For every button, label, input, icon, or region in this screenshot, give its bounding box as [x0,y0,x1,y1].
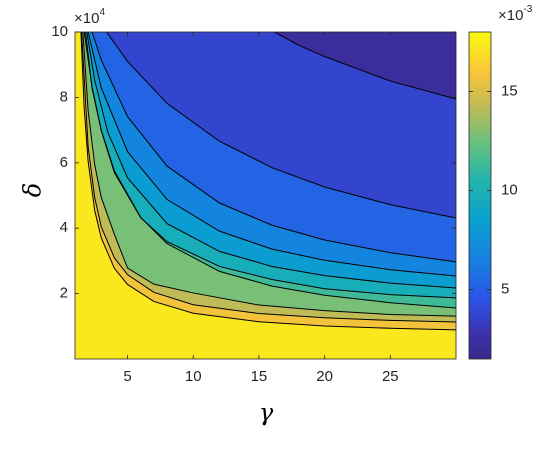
contour-line [80,32,456,331]
x-tick-label: 5 [123,368,131,385]
contour-line [274,32,456,100]
contour-line [86,32,456,289]
y-multiplier-base: ×10 [74,10,99,27]
y-tick-label: 8 [60,88,68,105]
x-axis-label: γ [259,399,274,427]
colorbar-tick-label: 10 [501,182,518,199]
contour-line [82,32,456,317]
c-multiplier-base: ×10 [498,7,523,24]
y-tick-label: 4 [60,219,68,236]
x-tick-label: 15 [251,368,268,385]
x-tick-label: 25 [382,368,399,385]
contour-line [91,32,456,263]
colorbar-tick-label: 5 [501,281,509,298]
axes-frame [74,31,457,360]
c-multiplier-exponent: -3 [523,4,532,15]
plot-area [75,32,456,359]
fill-region [106,32,456,219]
contour-line [83,32,456,309]
y-multiplier: ×104 [74,7,105,27]
colorbar [468,31,492,360]
contour-line [106,32,456,219]
colorbar-multiplier: ×10-3 [498,4,533,24]
y-tick-label: 6 [60,154,68,171]
y-multiplier-exponent: 4 [99,7,105,18]
contour-line [81,32,456,323]
y-tick-label: 2 [60,285,68,302]
y-tick-label: 10 [51,23,68,40]
x-tick-label: 20 [316,368,333,385]
contour-line [87,32,456,277]
colorbar-tick-label: 15 [501,82,518,99]
fill-region [274,32,456,100]
y-axis-label: δ [19,183,47,197]
x-tick-label: 10 [185,368,202,385]
